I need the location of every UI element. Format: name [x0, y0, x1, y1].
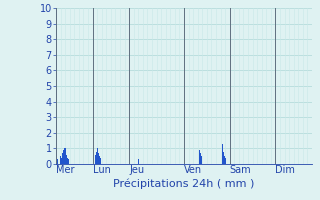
Bar: [99, 156, 100, 164]
Bar: [201, 156, 202, 164]
Bar: [225, 158, 226, 164]
Bar: [64, 148, 65, 164]
Bar: [65, 148, 66, 164]
X-axis label: Précipitations 24h ( mm ): Précipitations 24h ( mm ): [113, 178, 255, 189]
Bar: [66, 155, 67, 164]
Bar: [97, 148, 98, 164]
Bar: [59, 158, 60, 164]
Bar: [200, 153, 201, 164]
Bar: [60, 156, 61, 164]
Bar: [96, 152, 97, 164]
Bar: [199, 150, 200, 164]
Bar: [61, 158, 62, 164]
Bar: [63, 150, 64, 164]
Bar: [67, 158, 68, 164]
Bar: [222, 144, 223, 164]
Bar: [57, 159, 58, 164]
Bar: [223, 152, 224, 164]
Bar: [91, 162, 92, 164]
Bar: [138, 159, 139, 164]
Bar: [62, 153, 63, 164]
Bar: [98, 153, 99, 164]
Bar: [95, 155, 96, 164]
Bar: [224, 156, 225, 164]
